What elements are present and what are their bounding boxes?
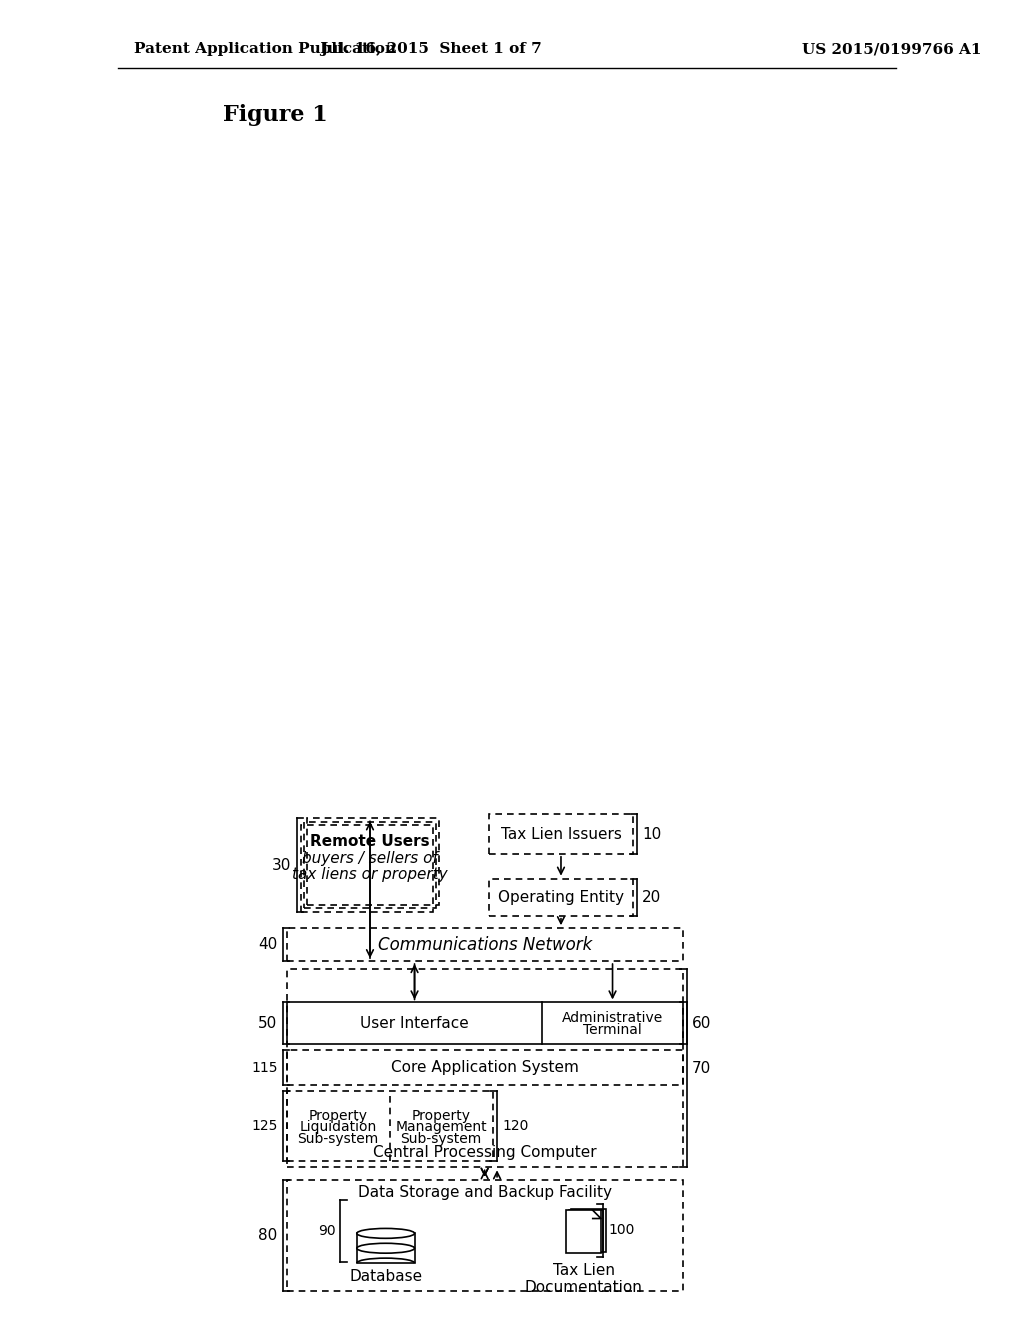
Text: Property: Property [308, 1109, 368, 1123]
Text: Property: Property [412, 1109, 470, 1123]
FancyBboxPatch shape [356, 1233, 415, 1263]
Ellipse shape [356, 1229, 415, 1238]
FancyBboxPatch shape [566, 1210, 601, 1253]
Text: Management: Management [395, 1121, 486, 1134]
Text: 20: 20 [642, 890, 662, 904]
Text: Remote Users: Remote Users [310, 834, 430, 849]
Text: Data Storage and Backup Facility: Data Storage and Backup Facility [357, 1184, 611, 1200]
Text: 70: 70 [692, 1061, 711, 1076]
Text: 10: 10 [642, 826, 662, 842]
Text: 50: 50 [258, 1015, 278, 1031]
Text: Terminal: Terminal [583, 1023, 642, 1038]
FancyBboxPatch shape [568, 1209, 603, 1253]
FancyBboxPatch shape [571, 1209, 606, 1251]
Ellipse shape [356, 1243, 415, 1253]
Text: 115: 115 [251, 1060, 278, 1074]
Text: buyers / sellers of: buyers / sellers of [302, 851, 438, 866]
Text: Central Processing Computer: Central Processing Computer [373, 1144, 596, 1160]
Text: Tax Lien Issuers: Tax Lien Issuers [501, 826, 622, 842]
Text: 125: 125 [251, 1119, 278, 1133]
Text: Administrative: Administrative [562, 1011, 664, 1026]
Text: 30: 30 [272, 858, 292, 873]
Text: User Interface: User Interface [360, 1015, 469, 1031]
Text: 120: 120 [502, 1119, 528, 1133]
Text: Communications Network: Communications Network [378, 936, 592, 953]
Text: Jul. 16, 2015  Sheet 1 of 7: Jul. 16, 2015 Sheet 1 of 7 [321, 42, 542, 57]
Text: 100: 100 [608, 1224, 635, 1237]
Text: Figure 1: Figure 1 [223, 104, 328, 127]
Text: 80: 80 [258, 1228, 278, 1243]
Text: 90: 90 [317, 1225, 335, 1238]
Text: Sub-system: Sub-system [297, 1133, 379, 1146]
Text: 60: 60 [692, 1015, 711, 1031]
Text: US 2015/0199766 A1: US 2015/0199766 A1 [802, 42, 982, 57]
Text: Sub-system: Sub-system [400, 1133, 481, 1146]
Text: Database: Database [349, 1269, 422, 1284]
Text: Liquidation: Liquidation [299, 1121, 377, 1134]
Text: Tax Lien
Documentation: Tax Lien Documentation [524, 1262, 643, 1295]
Text: 40: 40 [258, 937, 278, 952]
Text: Core Application System: Core Application System [391, 1060, 579, 1074]
Text: Patent Application Publication: Patent Application Publication [134, 42, 396, 57]
Text: Operating Entity: Operating Entity [498, 890, 624, 904]
Text: tax liens or property: tax liens or property [292, 867, 447, 882]
